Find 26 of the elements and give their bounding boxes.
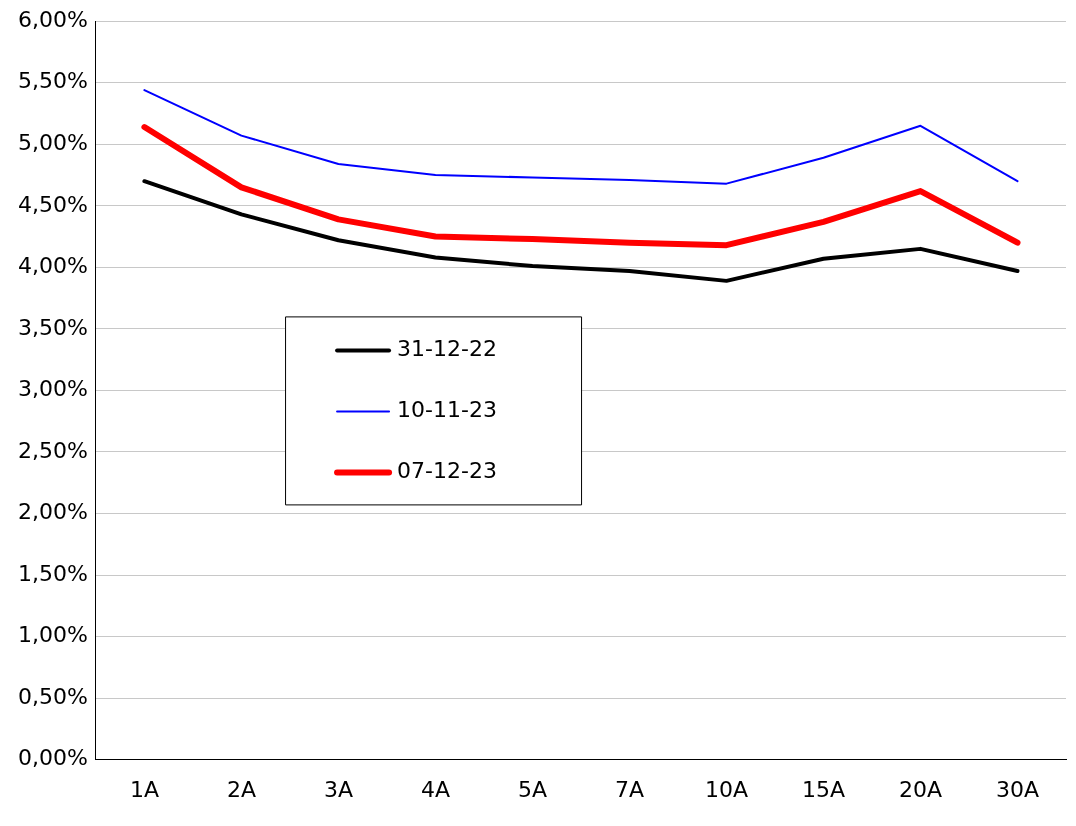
x-tick-label: 20A — [898, 776, 943, 802]
x-tick-label: 7A — [614, 776, 644, 802]
y-tick-label: 6,00% — [18, 6, 88, 32]
y-tick-label: 2,50% — [18, 437, 88, 463]
x-tick-label: 30A — [995, 776, 1040, 802]
x-tick-label: 5A — [517, 776, 547, 802]
y-tick-label: 3,50% — [18, 314, 88, 340]
y-tick-label: 5,50% — [18, 68, 88, 94]
x-tick-label: 4A — [420, 776, 450, 802]
x-tick-label: 2A — [226, 776, 256, 802]
y-tick-label: 4,50% — [18, 191, 88, 217]
x-tick-label: 10A — [704, 776, 748, 802]
y-tick-label: 5,00% — [18, 129, 88, 155]
y-tick-label: 0,50% — [18, 683, 88, 709]
y-tick-label: 0,00% — [18, 745, 88, 771]
y-tick-label: 1,50% — [18, 560, 88, 586]
x-tick-label: 3A — [323, 776, 353, 802]
x-tick-label: 15A — [801, 776, 845, 802]
y-tick-label: 3,00% — [18, 376, 88, 402]
y-tick-label: 1,00% — [18, 622, 88, 648]
legend-label: 31-12-22 — [397, 336, 497, 362]
legend-label: 10-11-23 — [397, 397, 497, 423]
y-tick-label: 2,00% — [18, 499, 88, 525]
y-tick-label: 4,00% — [18, 253, 88, 279]
x-tick-label: 1A — [129, 776, 159, 802]
legend-label: 07-12-23 — [397, 458, 497, 484]
